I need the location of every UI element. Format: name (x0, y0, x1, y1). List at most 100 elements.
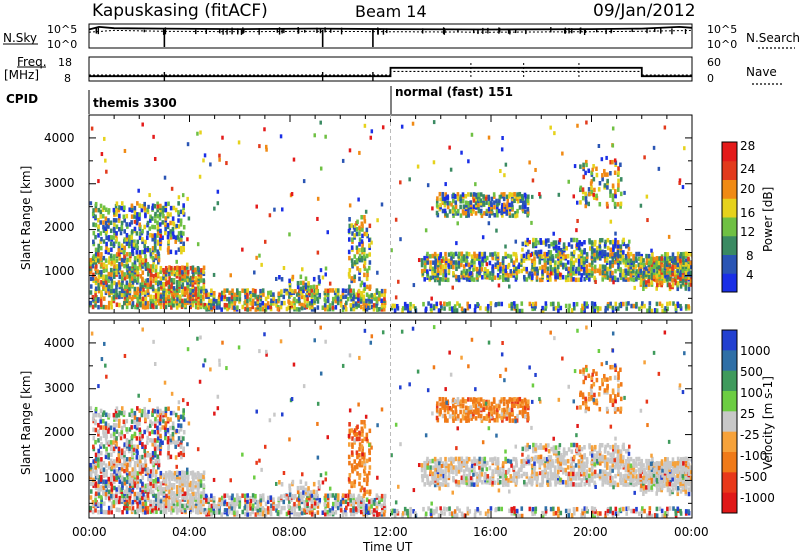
velocity-cell (412, 509, 415, 514)
power-cell (687, 304, 690, 309)
power-cell (141, 264, 144, 269)
power-cell (660, 280, 664, 286)
velocity-cell (102, 467, 106, 472)
power-cell (270, 298, 273, 304)
power-cell (447, 262, 450, 268)
power-cell (183, 286, 187, 291)
power-cell (362, 254, 366, 259)
velocity-cell (202, 474, 205, 480)
power-cell (162, 281, 166, 287)
power-cell (368, 238, 371, 243)
power-cell (136, 254, 140, 259)
power-cell (606, 178, 609, 184)
power-cell (92, 222, 95, 227)
power-cell (537, 240, 540, 245)
power-cell (310, 307, 314, 312)
power-cell (617, 170, 620, 175)
power-cell (159, 203, 162, 209)
power-cell (130, 220, 133, 225)
power-cell (344, 307, 348, 312)
power-cell (281, 207, 284, 212)
power-cell (133, 205, 137, 211)
power-cell (476, 301, 479, 307)
power-cell (370, 299, 373, 304)
velocity-cell (141, 507, 145, 512)
velocity-cell (380, 497, 384, 502)
velocity-cell (362, 501, 366, 507)
velocity-cell (167, 444, 170, 449)
power-cell (154, 211, 157, 217)
power-cell (502, 273, 505, 278)
velocity-cell (171, 431, 175, 437)
power-cell (363, 286, 367, 291)
power-cell (490, 204, 493, 210)
power-cell (456, 211, 460, 216)
power-cell (104, 258, 108, 263)
power-cell (144, 212, 147, 217)
power-cell (92, 272, 95, 278)
power-cell (181, 282, 185, 287)
velocity-cell (315, 489, 319, 495)
power-cell (606, 266, 610, 272)
velocity-cell (128, 481, 132, 486)
power-cell (89, 201, 93, 206)
power-cell (658, 270, 661, 275)
power-cell (363, 247, 366, 252)
velocity-cell (313, 493, 317, 498)
power-cell (203, 153, 207, 158)
power-cell (666, 301, 669, 307)
velocity-cell (133, 491, 137, 497)
velocity-cell (619, 506, 623, 512)
velocity-cell (97, 457, 100, 462)
power-cell (501, 277, 505, 283)
velocity-cell (583, 506, 587, 511)
power-cell (168, 265, 171, 270)
velocity-cell (110, 501, 114, 506)
velocity-cell (228, 508, 231, 513)
power-cell (380, 307, 384, 312)
velocity-cell (143, 429, 146, 435)
power-cell (128, 234, 131, 240)
velocity-cell (257, 499, 260, 505)
velocity-cell (599, 511, 602, 516)
power-cell (611, 183, 615, 188)
power-cell (567, 266, 571, 272)
power-cell (508, 213, 512, 218)
power-cell (531, 264, 534, 270)
power-cell (230, 294, 234, 300)
power-cell (191, 282, 195, 288)
power-cell (605, 183, 609, 188)
power-cell (614, 301, 618, 307)
velocity-cell (293, 510, 296, 515)
power-cell (655, 301, 659, 307)
power-cell (439, 267, 443, 272)
velocity-cell (134, 469, 137, 474)
power-cell (305, 292, 309, 298)
power-cell (510, 306, 514, 311)
power-cell (566, 260, 570, 265)
power-cell (470, 211, 473, 216)
power-cell (614, 194, 617, 199)
power-cell (177, 201, 180, 206)
power-cell (326, 230, 329, 235)
power-cell (182, 224, 186, 230)
velocity-cell (344, 499, 348, 504)
power-cell (149, 214, 152, 220)
power-cell (172, 290, 176, 296)
power-cell (574, 258, 578, 263)
power-cell (455, 266, 458, 272)
power-cell (485, 200, 488, 205)
power-cell (380, 292, 384, 297)
power-cell (144, 296, 148, 301)
power-cell (437, 308, 441, 313)
power-cell (489, 209, 493, 214)
power-cell (136, 214, 140, 219)
velocity-cell (409, 513, 412, 518)
freq-unit-label: [MHz] (4, 68, 39, 82)
velocity-cell (306, 501, 309, 507)
velocity-cell (126, 493, 130, 499)
velocity-cell (220, 512, 223, 517)
power-cell (152, 134, 155, 139)
velocity-cell (244, 497, 247, 503)
power-cell (128, 300, 132, 306)
